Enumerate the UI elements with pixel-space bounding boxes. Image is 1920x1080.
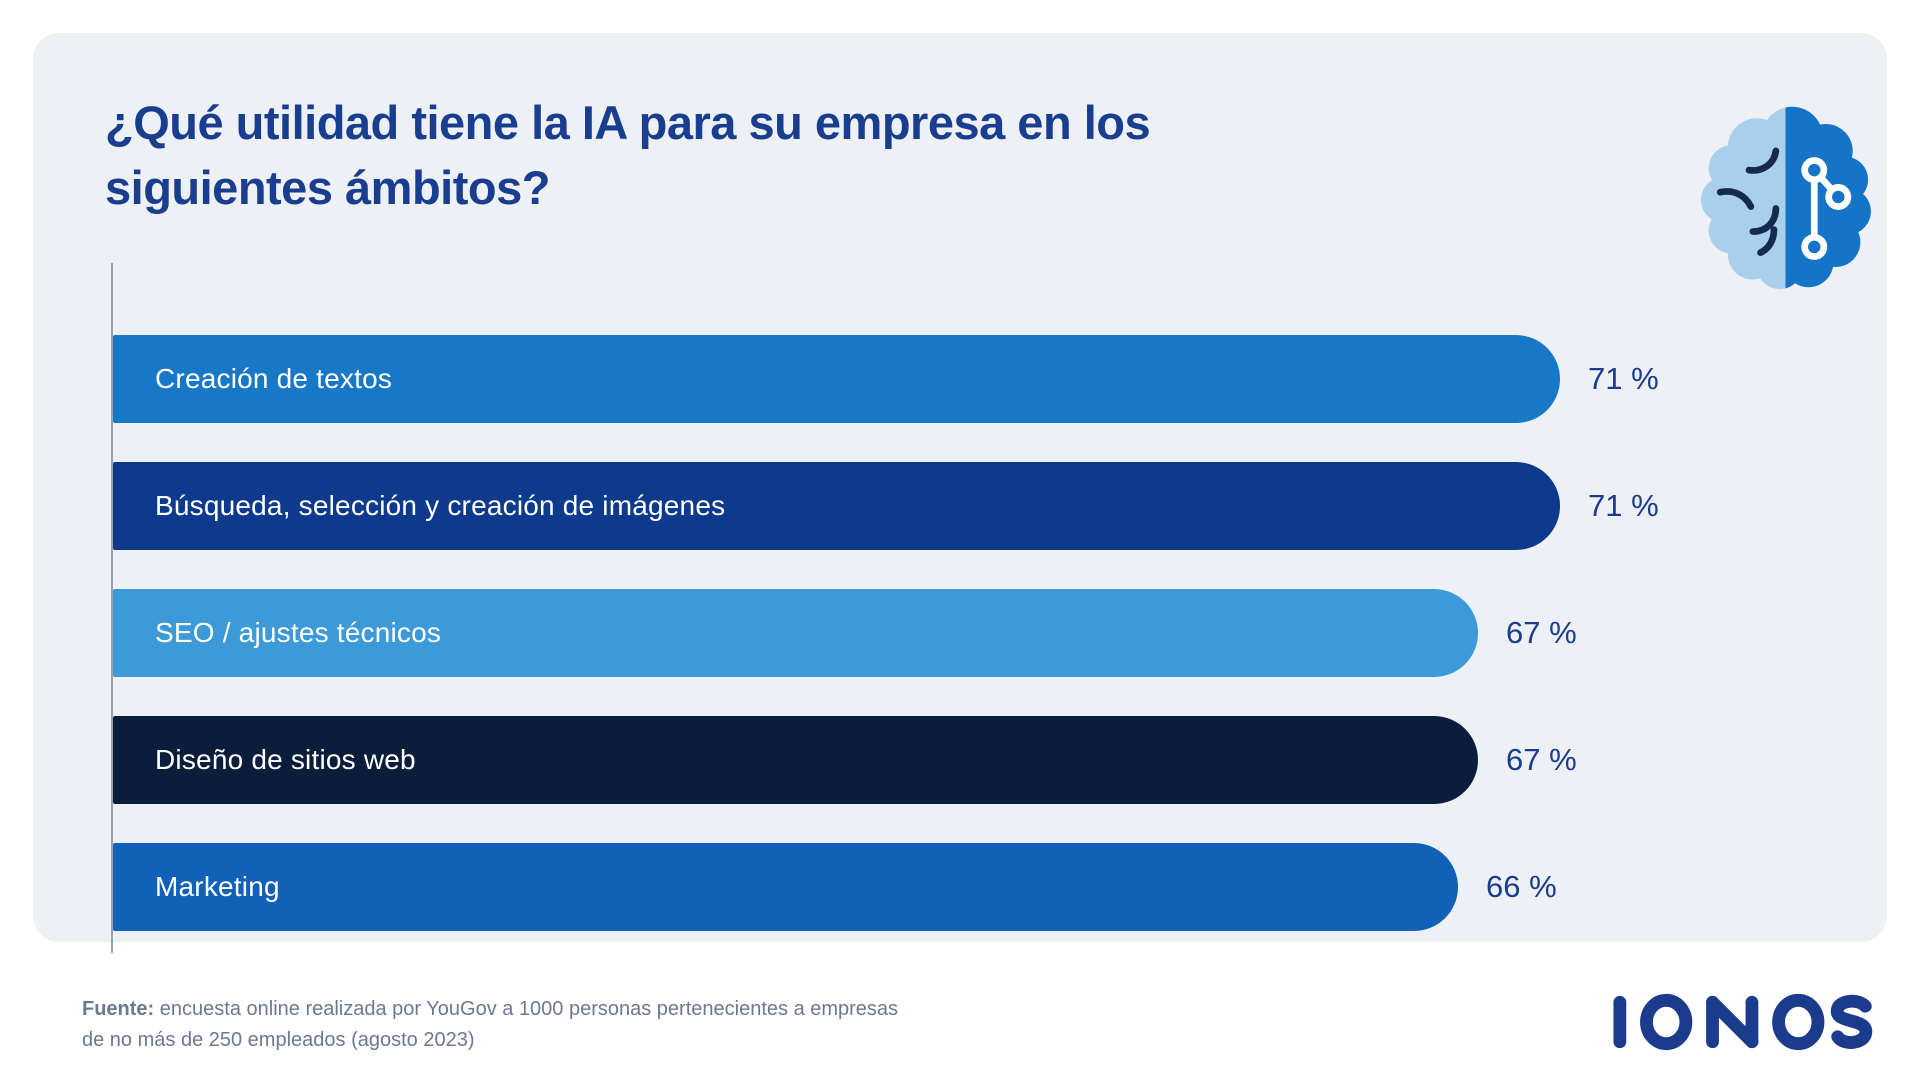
bar-row: SEO / ajustes técnicos 67 %	[113, 589, 1913, 677]
bar-value-label: 67 %	[1506, 615, 1577, 650]
chart-panel: ¿Qué utilidad tiene la IA para su empres…	[33, 33, 1887, 953]
bar-chart: Creación de textos 71 % Búsqueda, selecció…	[113, 335, 1913, 931]
bar-row: Búsqueda, selección y creación de imágen…	[113, 462, 1913, 550]
bar-row: Marketing 66 %	[113, 843, 1913, 931]
bar: Marketing	[113, 843, 1458, 931]
source-text: Fuente: encuesta online realizada por Yo…	[82, 998, 899, 1051]
bar-category-label: SEO / ajustes técnicos	[155, 617, 442, 648]
bar: Creación de textos	[113, 335, 1560, 423]
bar-category-label: Creación de textos	[155, 363, 393, 394]
source-label: Fuente:	[82, 998, 155, 1020]
bar-row: Diseño de sitios web 67 %	[113, 716, 1913, 804]
bar-row: Creación de textos 71 %	[113, 335, 1913, 423]
y-axis-line	[111, 263, 113, 953]
bar-value-label: 71 %	[1588, 361, 1659, 396]
bar: Búsqueda, selección y creación de imágen…	[113, 462, 1560, 550]
bar-category-label: Diseño de sitios web	[155, 744, 416, 775]
bar-value-label: 67 %	[1506, 742, 1577, 777]
bar-value-label: 71 %	[1588, 488, 1659, 523]
bar-value-label: 66 %	[1486, 869, 1557, 904]
bar: SEO / ajustes técnicos	[113, 589, 1478, 677]
brain-icon	[1691, 101, 1879, 293]
ionos-logo	[1610, 992, 1886, 1052]
bar-category-label: Búsqueda, selección y creación de imágen…	[155, 490, 726, 521]
chart-title: ¿Qué utilidad tiene la IA para su empres…	[105, 96, 1151, 214]
bar: Diseño de sitios web	[113, 716, 1478, 804]
bar-category-label: Marketing	[155, 871, 280, 902]
